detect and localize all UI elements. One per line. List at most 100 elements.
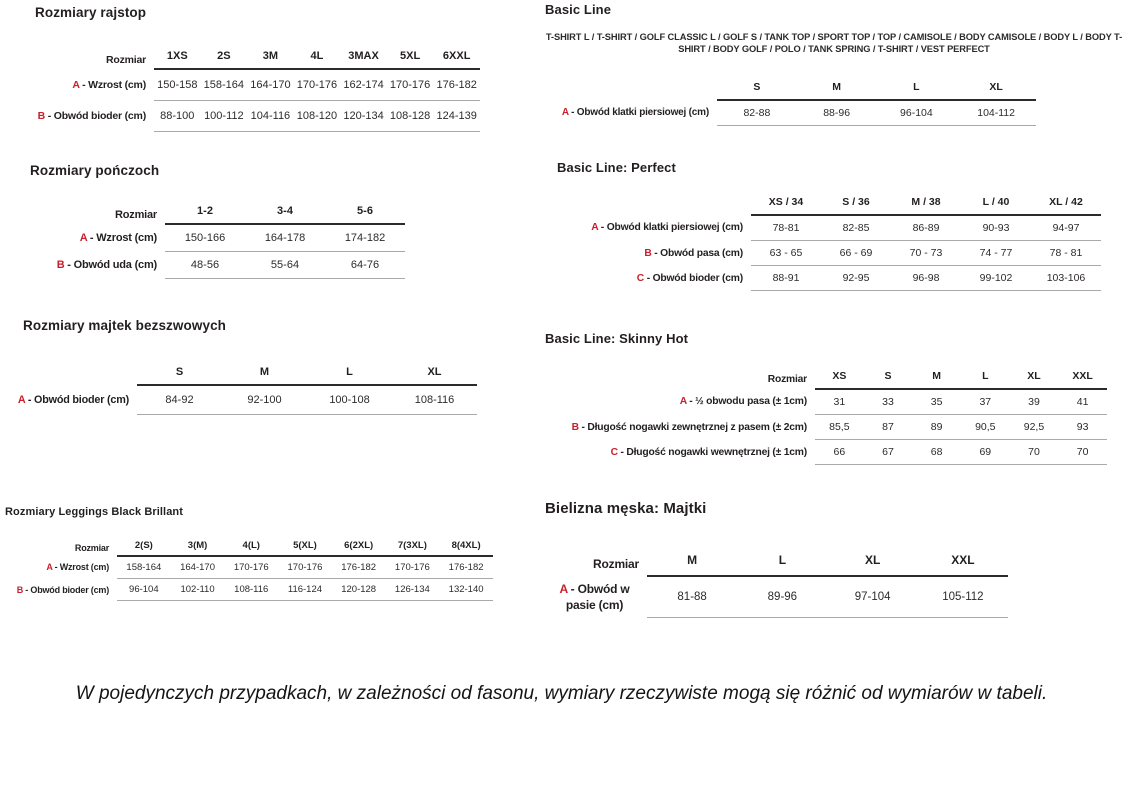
measurement-letter: A: [72, 78, 80, 91]
measurement-value: 170-176: [278, 556, 332, 579]
measurement-value: 78 - 81: [1031, 240, 1101, 266]
size-table-basic-line: S M L XL A - Obwód klatki piersiowej (cm) 82-…: [545, 81, 1123, 127]
section-title-basic-line: Basic Line: [545, 2, 612, 17]
size-column-header: 3MAX: [340, 50, 387, 70]
size-header-row: S M L XL: [545, 81, 1036, 102]
measurement-value: 96-98: [891, 265, 961, 291]
measurement-value: 82-85: [821, 215, 891, 241]
measurement-value: 84-92: [137, 385, 222, 415]
measurement-letter: A: [591, 222, 599, 234]
measurement-value: 176-182: [433, 69, 480, 101]
section-skinny-hot: Basic Line: Skinny Hot Rozmiar XS S M L XL XXL…: [545, 331, 1107, 465]
size-table-grid: Rozmiar XS S M L XL XXL A - ½ obwodu pasa (± 1c…: [545, 370, 1107, 465]
size-label-corner: Rozmiar: [105, 53, 146, 66]
measurement-label: A - ½ obwodu pasa (± 1cm): [679, 396, 807, 408]
size-column-header: XXL: [917, 553, 1008, 577]
size-column-header: 4L: [293, 50, 341, 70]
measurement-value: 108-116: [224, 578, 279, 601]
size-column-header: S: [717, 81, 797, 102]
size-column-header: M / 38: [891, 196, 961, 216]
measurement-label: B - Obwód bioder (cm): [37, 110, 147, 122]
size-table-grid: Rozmiar 2(S) 3(M) 4(L) 5(XL) 6(2XL) 7(3XL) 8(4X…: [5, 540, 493, 601]
measurement-value: 164-170: [247, 69, 294, 101]
size-column-header: 8(4XL): [439, 540, 493, 557]
measurement-label: A - Obwód bioder (cm): [17, 393, 129, 406]
size-column-header: 5XL: [386, 50, 434, 70]
measurement-value: 124-139: [433, 100, 480, 132]
size-column-header: XS: [815, 370, 864, 390]
section-title-ponczochy: Rozmiary pończoch: [30, 163, 160, 178]
measurement-row: A - Obwód klatki piersiowej (cm) 78-81 82-…: [545, 215, 1101, 241]
measurement-letter: B: [16, 584, 24, 595]
measurement-value: 99-102: [961, 265, 1031, 291]
size-column-header: S / 36: [821, 196, 891, 216]
measurement-letter: A: [561, 107, 569, 119]
measurement-value: 70: [1058, 439, 1107, 465]
size-table-grid: S M L XL A - Obwód bioder (cm) 84-92 92-100 100…: [5, 366, 477, 415]
size-column-header: XL: [956, 81, 1036, 102]
measurement-value: 70 - 73: [891, 240, 961, 266]
measurement-value: 89-96: [737, 576, 828, 618]
measurement-row: B - Długość nogawki zewnętrznej z pasem …: [545, 414, 1107, 440]
size-column-header: L: [307, 366, 392, 386]
size-column-header: XL: [827, 553, 918, 577]
measurement-value: 96-104: [876, 100, 957, 127]
measurement-label: A - Obwód klatki piersiowej (cm): [591, 222, 743, 234]
measurement-value: 104-116: [247, 100, 294, 132]
measurement-value: 108-120: [293, 100, 341, 132]
size-header-row: Rozmiar 2(S) 3(M) 4(L) 5(XL) 6(2XL) 7(3XL) 8(4X…: [5, 540, 493, 557]
measurement-row: B - Obwód bioder (cm) 96-104 102-110 108-11…: [5, 578, 493, 601]
size-column-header: XL: [1009, 370, 1059, 390]
size-label-corner: Rozmiar: [593, 557, 639, 572]
measurement-value: 67: [863, 439, 913, 465]
measurement-row: A - Wzrost (cm) 158-164 164-170 170-176 170-…: [5, 556, 493, 579]
measurement-value: 103-106: [1031, 265, 1101, 291]
size-column-header: L: [960, 370, 1010, 390]
size-header-row: S M L XL: [5, 366, 477, 386]
measurement-value: 55-64: [245, 251, 325, 279]
size-column-header: 2S: [200, 50, 248, 70]
size-column-header: XXL: [1058, 370, 1107, 390]
measurement-value: 100-108: [307, 385, 392, 415]
size-header-row: XS / 34 S / 36 M / 38 L / 40 XL / 42: [545, 196, 1101, 216]
measurement-value: 90-93: [961, 215, 1031, 241]
measurement-label: A - Obwód klatki piersiowej (cm): [561, 107, 709, 119]
measurement-row: B - Obwód bioder (cm) 88-100 100-112 104-11…: [25, 100, 480, 132]
size-column-header: 3(M): [170, 540, 225, 557]
size-column-header: 2(S): [117, 540, 171, 557]
size-column-header: 1-2: [165, 205, 245, 225]
section-leggings: Rozmiary Leggings Black Brillant Rozmiar…: [5, 506, 493, 601]
size-label-corner: Rozmiar: [115, 208, 157, 221]
measurement-label: B - Obwód bioder (cm): [16, 584, 110, 595]
measurement-row: A - Wzrost (cm) 150-158 158-164 164-170 170-…: [25, 69, 480, 101]
measurement-label: C - Obwód bioder (cm): [636, 272, 743, 284]
size-column-header: 1XS: [154, 50, 201, 70]
size-header-row: Rozmiar M L XL XXL: [545, 553, 1008, 577]
measurement-letter: B: [644, 247, 652, 259]
size-table-grid: S M L XL A - Obwód klatki piersiowej (cm) 82-…: [545, 81, 1036, 127]
measurement-value: 150-166: [165, 224, 245, 252]
measurement-value: 158-164: [200, 69, 248, 101]
measurement-value: 92-95: [821, 265, 891, 291]
measurement-value: 85,5: [815, 414, 864, 440]
measurement-value: 31: [815, 389, 864, 415]
measurement-letter: A: [17, 393, 26, 406]
measurement-row: C - Długość nogawki wewnętrznej (± 1cm) 6…: [545, 439, 1107, 465]
measurement-label: B - Długość nogawki zewnętrznej z pasem …: [571, 421, 808, 433]
size-column-header: 5(XL): [278, 540, 332, 557]
measurement-value: 39: [1009, 389, 1059, 415]
measurement-value: 120-128: [331, 578, 386, 601]
size-column-header: 3M: [247, 50, 294, 70]
measurement-letter: B: [571, 421, 579, 433]
measurement-value: 170-176: [224, 556, 279, 579]
measurement-value: 170-176: [385, 556, 440, 579]
measurement-value: 88-96: [796, 100, 877, 127]
measurement-row: A - Obwód klatki piersiowej (cm) 82-88 88-…: [545, 100, 1036, 127]
size-column-header: M: [912, 370, 961, 390]
measurement-value: 88-91: [751, 265, 821, 291]
section-title-leggings: Rozmiary Leggings Black Brillant: [5, 506, 184, 518]
size-header-row: Rozmiar 1-2 3-4 5-6: [25, 205, 405, 225]
measurement-value: 64-76: [325, 251, 405, 279]
size-table-grid: XS / 34 S / 36 M / 38 L / 40 XL / 42 A - Obwó…: [545, 196, 1101, 291]
